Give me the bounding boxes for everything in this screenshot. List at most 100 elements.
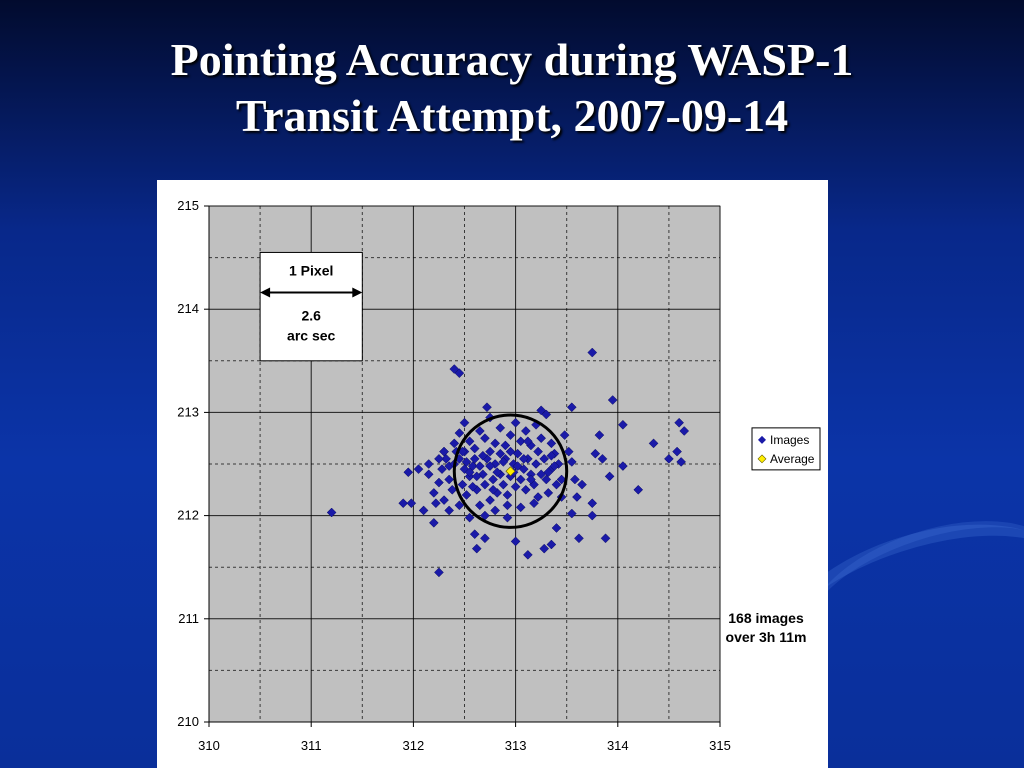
data-point-image xyxy=(566,457,577,467)
data-point-image xyxy=(474,500,485,511)
data-point-image xyxy=(431,498,441,509)
data-point-image xyxy=(546,450,557,461)
x-tick-label: 312 xyxy=(403,738,425,753)
series-images-points xyxy=(326,347,690,578)
x-tick-label: 315 xyxy=(709,738,731,753)
data-point-image xyxy=(618,461,628,471)
chart-legend: Images Average xyxy=(751,427,821,471)
legend-marker-images-icon xyxy=(758,435,766,444)
slide-title-line1: Pointing Accuracy during WASP-1 xyxy=(170,34,854,85)
data-point-image xyxy=(485,495,495,505)
data-point-image xyxy=(495,448,506,459)
data-point-image xyxy=(428,517,439,528)
data-point-image xyxy=(546,539,557,550)
data-point-image xyxy=(570,474,580,485)
scatter-chart: 310 311 312 313 314 315 210 211 212 213 214 215 1 P… xyxy=(177,198,821,753)
data-point-image xyxy=(559,430,570,440)
data-point-image xyxy=(447,484,458,495)
data-point-image xyxy=(449,438,460,449)
data-point-image xyxy=(600,533,611,544)
data-point-image xyxy=(498,457,509,467)
data-point-image xyxy=(500,440,511,451)
data-point-image xyxy=(423,459,434,469)
data-point-image xyxy=(510,536,521,547)
axis-ticks: 310 311 312 313 314 315 210 211 212 213 214 215 xyxy=(177,198,731,753)
scale-arrowhead-left-icon xyxy=(260,287,271,298)
data-point-image xyxy=(488,474,498,485)
y-tick-label: 210 xyxy=(177,714,199,729)
data-point-image xyxy=(413,464,424,475)
data-point-image xyxy=(480,433,490,444)
series-average-points xyxy=(505,466,516,477)
data-point-image xyxy=(469,443,480,454)
y-tick-label: 215 xyxy=(177,198,199,213)
data-point-image xyxy=(549,461,560,471)
data-point-image xyxy=(679,426,690,436)
data-point-image xyxy=(510,481,521,492)
data-point-image xyxy=(464,436,475,447)
data-point-image xyxy=(676,457,687,467)
data-point-image xyxy=(633,484,644,495)
chart-note-line1: 168 images xyxy=(728,610,804,626)
data-point-image xyxy=(406,498,417,509)
data-point-image xyxy=(434,453,444,464)
data-point-image xyxy=(326,507,337,518)
data-point-image xyxy=(459,417,470,428)
data-point-image xyxy=(664,453,674,464)
data-point-image xyxy=(464,467,475,478)
slide-title-line2: Transit Attempt, 2007-09-14 xyxy=(235,90,789,141)
data-point-image xyxy=(469,453,480,464)
data-point-image xyxy=(563,446,574,457)
data-point-image xyxy=(539,453,550,464)
data-point-image xyxy=(482,402,492,413)
chart-panel: 310 311 312 313 314 315 210 211 212 213 214 215 1 P… xyxy=(157,180,828,768)
data-point-image xyxy=(587,498,598,509)
data-point-image xyxy=(594,430,605,440)
data-point-image xyxy=(474,426,485,436)
y-tick-label: 214 xyxy=(177,301,199,316)
data-point-image xyxy=(574,533,584,544)
data-point-image xyxy=(498,479,509,490)
data-point-image xyxy=(529,498,539,509)
data-point-image xyxy=(444,505,455,516)
scale-label-unit: arc sec xyxy=(287,327,335,343)
data-point-image xyxy=(471,471,482,482)
scale-annotation-box: 1 Pixel 2.6 arc sec xyxy=(259,251,363,362)
y-tick-label: 211 xyxy=(178,611,199,626)
legend-frame xyxy=(751,427,821,471)
data-point-image xyxy=(541,474,552,485)
data-point-image xyxy=(531,459,541,469)
data-point-image xyxy=(454,428,465,438)
data-point-image xyxy=(546,438,557,449)
data-point-image xyxy=(566,402,577,413)
chart-note-line2: over 3h 11m xyxy=(726,629,807,645)
data-point-image xyxy=(469,529,480,540)
scale-label-value: 2.6 xyxy=(301,307,321,323)
legend-label-images: Images xyxy=(770,433,809,447)
x-tick-label: 311 xyxy=(301,738,322,753)
data-point-image xyxy=(434,477,444,488)
data-point-image xyxy=(566,508,577,519)
data-point-image xyxy=(467,481,478,492)
data-point-image xyxy=(674,417,684,428)
data-point-image xyxy=(518,453,529,464)
data-point-image xyxy=(490,438,501,449)
data-point-image xyxy=(474,461,485,471)
data-point-image xyxy=(485,446,495,457)
scale-label-top: 1 Pixel xyxy=(289,262,333,278)
data-point-image xyxy=(551,479,562,490)
data-point-image xyxy=(512,461,523,471)
data-point-image xyxy=(505,446,516,457)
data-point-image xyxy=(618,419,628,430)
data-point-image xyxy=(590,448,601,459)
scale-box-frame xyxy=(259,251,363,362)
data-point-image xyxy=(485,461,495,471)
data-point-image xyxy=(502,500,513,511)
data-point-image xyxy=(454,368,465,379)
data-point-image xyxy=(536,433,547,444)
x-tick-label: 314 xyxy=(607,738,629,753)
y-tick-label: 213 xyxy=(177,404,199,419)
data-point-average xyxy=(505,466,516,477)
data-point-image xyxy=(441,453,451,464)
data-point-image xyxy=(461,490,472,500)
